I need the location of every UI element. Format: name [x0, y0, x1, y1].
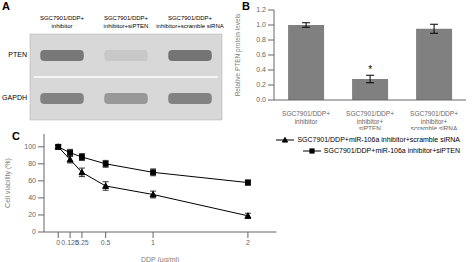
html-text:C: C	[12, 130, 20, 142]
svg-text:1: 1	[151, 239, 155, 246]
svg-text:0.6: 0.6	[256, 51, 266, 58]
svg-text:SGC7901/DDP+: SGC7901/DDP+	[40, 15, 85, 21]
svg-text:Relative PTEN protein levels: Relative PTEN protein levels	[234, 13, 242, 96]
svg-text:20: 20	[28, 211, 36, 218]
svg-text:inhibitor: inhibitor	[51, 23, 72, 29]
html-text:B: B	[242, 0, 250, 12]
svg-text:40: 40	[28, 194, 36, 201]
html-text:A: A	[2, 0, 10, 12]
svg-text:SGC7901/DDP+inhibitor: SGC7901/DDP+inhibitor	[282, 110, 330, 125]
svg-text:0.4: 0.4	[256, 66, 266, 73]
svg-text:0.8: 0.8	[256, 36, 266, 43]
svg-text:PTEN: PTEN	[8, 51, 27, 58]
svg-text:inhibitor+siPTEN: inhibitor+siPTEN	[104, 23, 149, 29]
svg-text:SGC7901/DDP+: SGC7901/DDP+	[168, 15, 213, 21]
svg-text:GAPDH: GAPDH	[8, 94, 27, 101]
svg-text:DDP (μg/ml): DDP (μg/ml)	[141, 256, 180, 262]
svg-text:Cell viability (%): Cell viability (%)	[8, 158, 12, 208]
html-text:SGC7901/DDP+miR-106a inhibitor: SGC7901/DDP+miR-106a inhibitor+scramble …	[297, 136, 460, 143]
svg-text:0.25: 0.25	[75, 239, 89, 246]
svg-text:60: 60	[28, 177, 36, 184]
svg-text:100: 100	[24, 143, 36, 150]
svg-text:2: 2	[246, 239, 250, 246]
svg-text:1.0: 1.0	[256, 21, 266, 28]
svg-text:80: 80	[28, 160, 36, 167]
svg-text:1.2: 1.2	[256, 6, 266, 13]
svg-text:inhibitor+scramble siRNA: inhibitor+scramble siRNA	[156, 23, 224, 29]
svg-text:SGC7901/DDP+: SGC7901/DDP+	[104, 15, 149, 21]
svg-text:*: *	[368, 64, 372, 75]
svg-text:0.5: 0.5	[101, 239, 111, 246]
svg-text:0: 0	[32, 228, 36, 235]
svg-text:0.125: 0.125	[61, 239, 79, 246]
svg-text:SGC7901/DDP+inhibitor+siPTEN: SGC7901/DDP+inhibitor+siPTEN	[346, 110, 394, 130]
svg-text:0.2: 0.2	[256, 81, 266, 88]
html-text:SGC7901/DDP+miR-106a inhibitor: SGC7901/DDP+miR-106a inhibitor+siPTEN	[323, 147, 460, 154]
svg-text:SGC7901/DDP+inhibitor+scramble: SGC7901/DDP+inhibitor+scramble siRNA	[410, 110, 458, 130]
svg-text:0.0: 0.0	[256, 96, 266, 103]
svg-text:0: 0	[56, 239, 60, 246]
